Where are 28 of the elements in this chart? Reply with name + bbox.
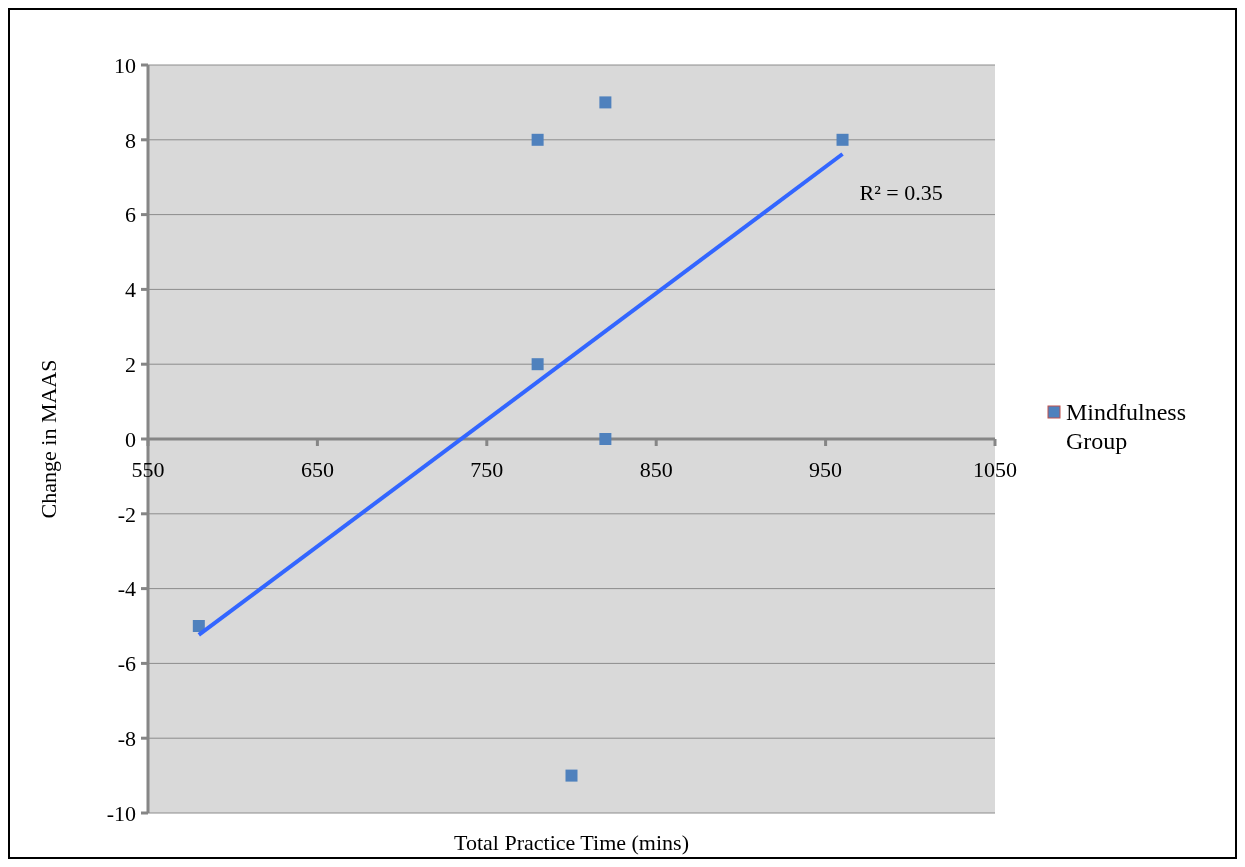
x-axis-title: Total Practice Time (mins) xyxy=(454,830,689,855)
point xyxy=(599,96,612,109)
y-tick-label: 8 xyxy=(125,127,136,153)
point xyxy=(531,358,544,371)
point xyxy=(192,620,205,632)
y-tick-label: 6 xyxy=(125,202,136,228)
legend-label: Mindfulness Group xyxy=(1066,399,1186,455)
x-tick-label: 550 xyxy=(131,457,165,482)
x-tick-label: 950 xyxy=(809,457,843,482)
x-tick-label: 1050 xyxy=(973,457,1017,482)
x-tick-label: 650 xyxy=(300,457,334,482)
y-tick-label: -10 xyxy=(106,800,136,826)
point xyxy=(531,133,544,146)
annotation: R² = 0.35 xyxy=(859,179,943,205)
y-tick-label: -8 xyxy=(117,725,136,751)
y-tick-label: 2 xyxy=(125,351,136,377)
y-tick-label: 10 xyxy=(114,52,136,78)
point xyxy=(599,433,612,445)
x-tick-label: 850 xyxy=(639,457,673,482)
y-tick-label: -6 xyxy=(117,651,136,677)
point xyxy=(836,133,849,146)
x-tick-label: 750 xyxy=(470,457,504,482)
y-tick-label: 4 xyxy=(125,277,136,303)
y-axis-title: Change in MAAS xyxy=(36,359,61,519)
point xyxy=(565,769,578,782)
y-tick-label: 0 xyxy=(125,426,136,452)
y-tick-label: -4 xyxy=(117,576,136,602)
y-tick-label: -2 xyxy=(117,501,136,527)
